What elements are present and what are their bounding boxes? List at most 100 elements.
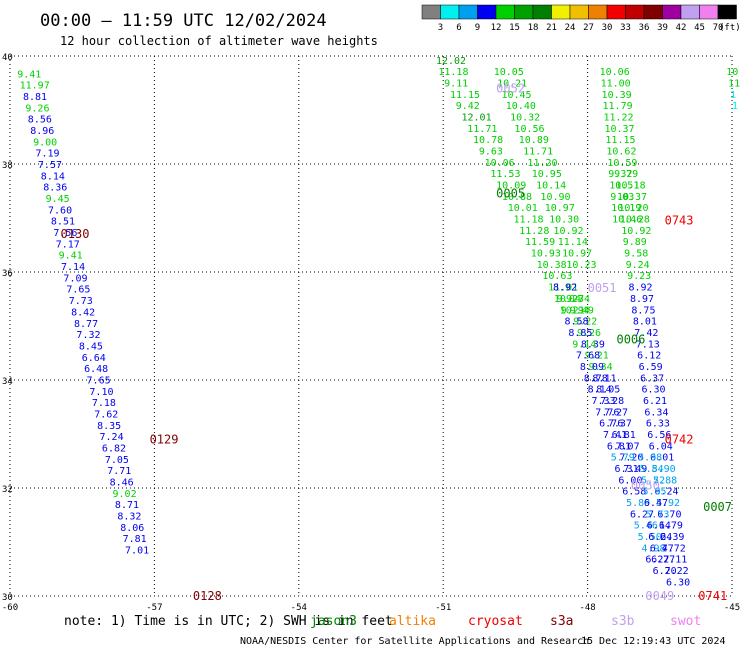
y-tick-label: 36	[2, 269, 13, 279]
wave-height-value: 11.14	[558, 237, 588, 248]
wave-height-value: 8.92	[629, 283, 653, 294]
wave-height-value: 10.97	[562, 249, 592, 260]
wave-height-value: 7.18	[92, 398, 116, 409]
wave-height-value: 10.30	[549, 215, 579, 226]
wave-height-value: 11.59	[525, 237, 555, 248]
wave-height-value: 8.85	[568, 328, 592, 339]
wave-height-value: 9.14	[572, 339, 596, 350]
wave-height-value: 6.04	[649, 441, 673, 452]
pass-labels: 0130 0129 0128 0052 0005 0051 0006 0743 0742 0007…	[61, 81, 732, 603]
wave-height-value: 10.97	[545, 203, 575, 214]
wave-height-value: 9.23	[627, 271, 651, 282]
wave-height-value: 10.4	[726, 67, 740, 78]
wave-height-value: 10.45	[501, 90, 531, 101]
colorbar-level-label: 21	[546, 23, 557, 33]
wave-height-value: 10.38	[537, 260, 567, 271]
chart-title: 00:00 – 11:59 UTC 12/02/2024	[40, 11, 327, 31]
wave-height-value: 6.30	[666, 577, 690, 588]
wave-height-value: 9.24	[626, 260, 650, 271]
wave-height-value: 8.81	[23, 92, 47, 103]
wave-height-value: 10.63	[542, 271, 572, 282]
wave-height-value: 8.11	[592, 373, 616, 384]
wave-height-value: 9.00	[33, 137, 57, 148]
pass-label: 0051	[588, 281, 617, 295]
colorbar-level-label: 6	[456, 23, 461, 33]
wave-height-value: 9.03	[610, 192, 634, 203]
wave-height-value: 8.96	[30, 126, 54, 137]
wave-height-value: 7.41	[603, 430, 627, 441]
colorbar-cell	[421, 4, 441, 20]
colorbar-cell	[495, 4, 515, 20]
wave-height-value: 7.24	[100, 432, 124, 443]
wave-height-value: 7.76	[595, 407, 619, 418]
satellite-legend-item: s3b	[611, 614, 635, 629]
colorbar-cell	[625, 4, 645, 20]
wave-height-value: 10.28	[620, 215, 650, 226]
colorbar-unit: (ft)	[719, 23, 740, 33]
footer-credit: NOAA/NESDIS Center for Satellite Applica…	[240, 636, 589, 647]
y-tick-label: 32	[2, 485, 13, 495]
wave-height-value: 10.78	[473, 135, 503, 146]
colorbar-cell	[662, 4, 682, 20]
colorbar: 3 6 9 12 15 18 21 24 27 30 33 36 39 42 45 70 (ft)	[421, 4, 740, 33]
wave-height-value: 9.32	[608, 169, 632, 180]
wave-height-value: 6.39	[660, 532, 684, 543]
wave-height-value: 6.64	[82, 353, 106, 364]
wave-height-value: 10.46	[612, 215, 642, 226]
colorbar-cell	[680, 4, 700, 20]
wave-height-value: 8.36	[43, 183, 67, 194]
wave-height-value: 7.09	[63, 273, 87, 284]
y-tick-label: 34	[2, 377, 13, 387]
pass-label: 0129	[150, 432, 179, 446]
wave-height-value: 7.20	[619, 453, 643, 464]
satellite-legend-item: cryosat	[468, 614, 523, 629]
wave-height-value: 5.88	[653, 475, 677, 486]
wave-height-value: 10.23	[566, 260, 596, 271]
wave-height-value: 7.57	[38, 160, 62, 171]
pass-label: 0050	[631, 478, 660, 492]
wave-height-value: 9.34	[589, 362, 613, 373]
y-tick-label: 38	[2, 161, 13, 171]
wave-height-value: 10.59	[607, 158, 637, 169]
wave-height-value: 5.79	[611, 453, 635, 464]
colorbar-cell	[440, 4, 460, 20]
y-tick-label: 40	[2, 53, 13, 63]
x-tick-label: -54	[291, 603, 307, 613]
wave-height-value: 5.89	[626, 498, 650, 509]
wave-height-value: 7.05	[105, 455, 129, 466]
wave-height-value: 6.47	[644, 498, 668, 509]
x-tick-label: -45	[724, 603, 740, 613]
x-tick-label: -48	[579, 603, 595, 613]
wave-height-value: 6.24	[655, 487, 679, 498]
pass-label: 0052	[496, 81, 525, 95]
wave-height-value: 7.81	[123, 534, 147, 545]
colorbar-level-label: 45	[694, 23, 705, 33]
wave-height-value: 6.30	[642, 385, 666, 396]
wave-height-value: 5.50	[638, 532, 662, 543]
wave-height-value: 5.84	[640, 464, 664, 475]
satellite-legend: jason3 altika cryosat s3a s3b swot	[310, 614, 701, 629]
wave-height-value: 10.09	[496, 181, 526, 192]
pass-label: 0005	[496, 187, 525, 201]
wave-height-value: 7.01	[125, 546, 149, 557]
wave-height-value: 8.51	[51, 217, 75, 228]
colorbar-level-label: 30	[602, 23, 613, 33]
wave-height-value: 11.18	[438, 67, 468, 78]
colorbar-cells	[421, 4, 737, 20]
wave-height-value: 9.26	[25, 103, 49, 114]
wave-height-value: 9.04	[557, 294, 581, 305]
wave-height-value: 10.89	[519, 135, 549, 146]
colorbar-level-label: 3	[438, 23, 443, 33]
wave-height-value: 8.05	[596, 385, 620, 396]
colorbar-cell	[532, 4, 552, 20]
wave-height-value: 10.19	[611, 203, 641, 214]
wave-height-value: 6.21	[643, 396, 667, 407]
colorbar-cell	[717, 4, 737, 20]
wave-height-value: 10.06	[600, 67, 630, 78]
wave-height-value: 6.00	[618, 475, 642, 486]
colorbar-level-label: 42	[676, 23, 687, 33]
wave-height-value: 11.01	[548, 283, 578, 294]
colorbar-cell	[699, 4, 719, 20]
wave-height-value: 7.65	[87, 375, 111, 386]
wave-height-value: 10.21	[497, 78, 527, 89]
